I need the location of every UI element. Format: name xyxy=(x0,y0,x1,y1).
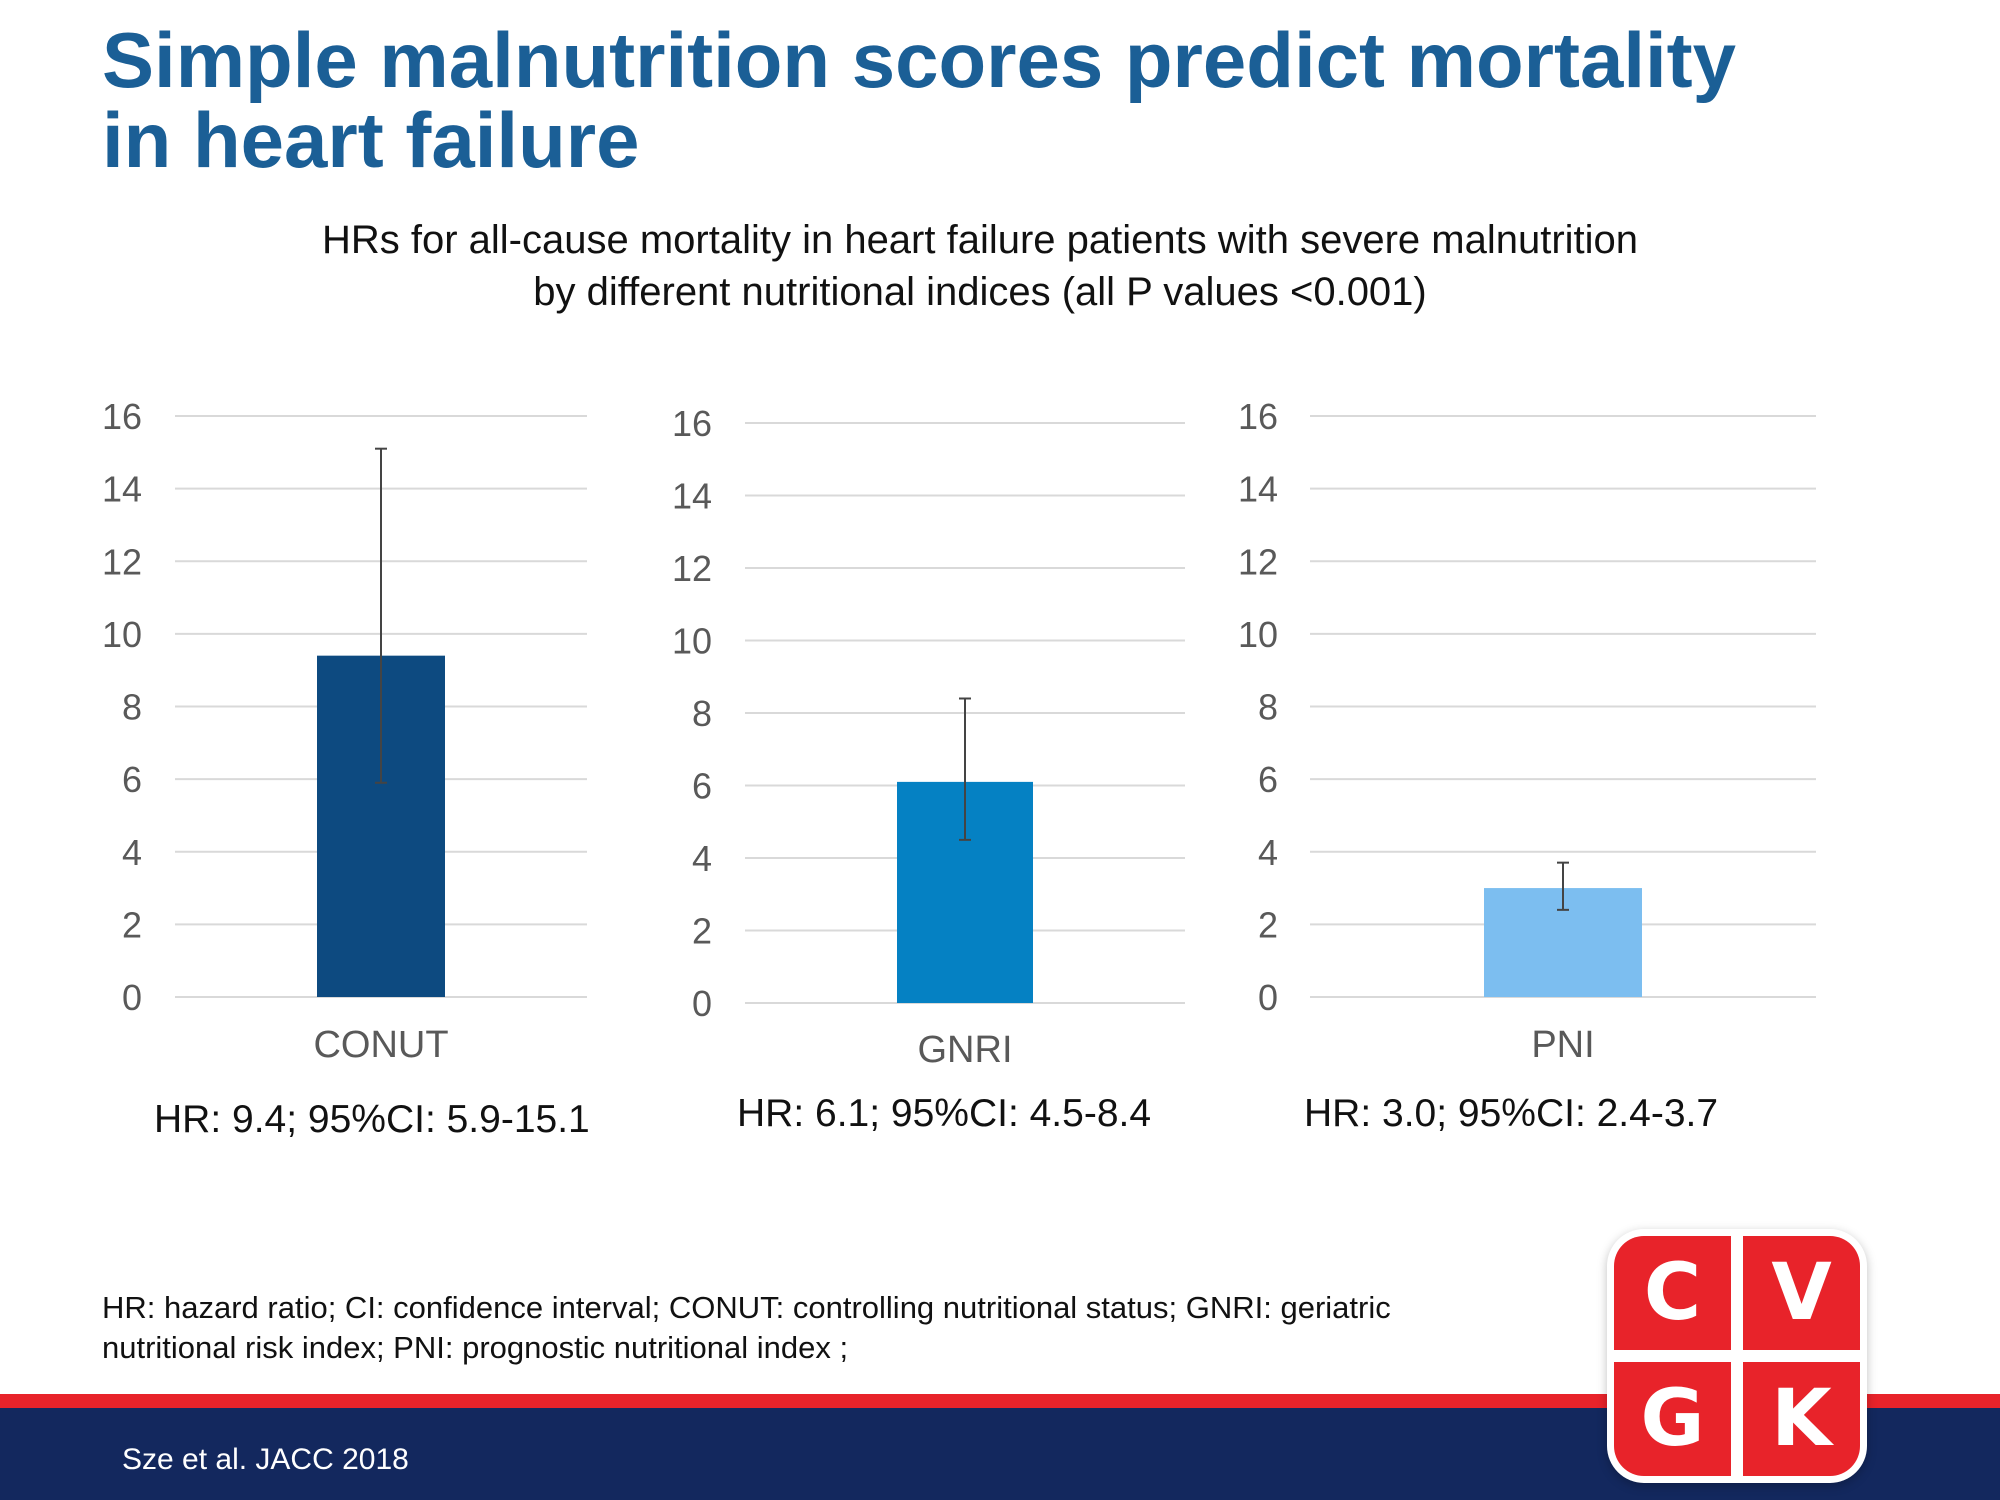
pni-y-tick-label: 0 xyxy=(1258,977,1278,1018)
gnri-y-tick-label: 12 xyxy=(672,548,712,589)
slide-title-line-2: in heart failure xyxy=(102,96,640,184)
citation: Sze et al. JACC 2018 xyxy=(122,1443,409,1476)
chart-subtitle: HRs for all-cause mortality in heart fai… xyxy=(0,214,1960,318)
footnote-line-1: HR: hazard ratio; CI: confidence interva… xyxy=(102,1290,1391,1325)
pni-y-tick-label: 8 xyxy=(1258,687,1278,728)
red-divider-line xyxy=(0,1394,2000,1408)
chart-subtitle-line-1: HRs for all-cause mortality in heart fai… xyxy=(321,218,1639,262)
logo-letter-g: G xyxy=(1640,1374,1705,1464)
gnri-y-tick-label: 6 xyxy=(692,766,712,807)
logo-divider-horizontal xyxy=(1614,1350,1860,1362)
logo-letter-k: K xyxy=(1771,1374,1832,1464)
abbreviations-footnote: HR: hazard ratio; CI: confidence interva… xyxy=(102,1288,1502,1368)
footnote-line-2: nutritional risk index; PNI: prognostic … xyxy=(102,1330,849,1365)
pni-y-tick-label: 4 xyxy=(1258,832,1278,873)
chart-subtitle-line-2: by different nutritional indices (all P … xyxy=(533,270,1427,314)
slide-title: Simple malnutrition scores predict morta… xyxy=(102,20,1962,180)
slide-title-line-1: Simple malnutrition scores predict morta… xyxy=(102,16,1737,104)
gnri-y-tick-label: 4 xyxy=(692,838,712,879)
conut-y-tick-label: 16 xyxy=(102,396,142,437)
gnri-category-label: GNRI xyxy=(918,1029,1013,1071)
conut-y-tick-label: 4 xyxy=(122,832,142,873)
conut-y-tick-label: 14 xyxy=(102,469,142,510)
cvgk-logo: C V G K xyxy=(1614,1236,1860,1476)
conut-y-tick-label: 6 xyxy=(122,759,142,800)
gnri-y-tick-label: 0 xyxy=(692,983,712,1024)
pni-y-tick-label: 14 xyxy=(1238,469,1278,510)
pni-y-tick-label: 10 xyxy=(1238,614,1278,655)
hr-annotation-conut: HR: 9.4; 95%CI: 5.9-15.1 xyxy=(154,1098,590,1141)
hr-annotation-pni: HR: 3.0; 95%CI: 2.4-3.7 xyxy=(1304,1092,1719,1135)
conut-y-tick-label: 12 xyxy=(102,541,142,582)
gnri-y-tick-label: 10 xyxy=(672,621,712,662)
conut-y-tick-label: 10 xyxy=(102,614,142,655)
gnri-y-tick-label: 14 xyxy=(672,476,712,517)
conut-y-tick-label: 2 xyxy=(122,904,142,945)
conut-y-tick-label: 0 xyxy=(122,977,142,1018)
gnri-y-tick-label: 8 xyxy=(692,693,712,734)
gnri-y-tick-label: 16 xyxy=(672,403,712,444)
pni-y-tick-label: 12 xyxy=(1238,541,1278,582)
pni-category-label: PNI xyxy=(1531,1024,1594,1066)
gnri-y-tick-label: 2 xyxy=(692,911,712,952)
pni-y-tick-label: 2 xyxy=(1258,904,1278,945)
hr-annotation-gnri: HR: 6.1; 95%CI: 4.5-8.4 xyxy=(737,1092,1152,1135)
pni-y-tick-label: 16 xyxy=(1238,396,1278,437)
bar-charts: 0 2 4 6 8 10 12 14 16 CONUT 0 2 4 6 8 10 12 14 16 GNRI 0 2 4 6 8… xyxy=(102,396,1816,1071)
logo-letter-c: C xyxy=(1643,1248,1702,1338)
pni-y-tick-label: 6 xyxy=(1258,759,1278,800)
conut-category-label: CONUT xyxy=(313,1024,448,1066)
conut-y-tick-label: 8 xyxy=(122,687,142,728)
logo-letter-v: V xyxy=(1771,1248,1832,1338)
